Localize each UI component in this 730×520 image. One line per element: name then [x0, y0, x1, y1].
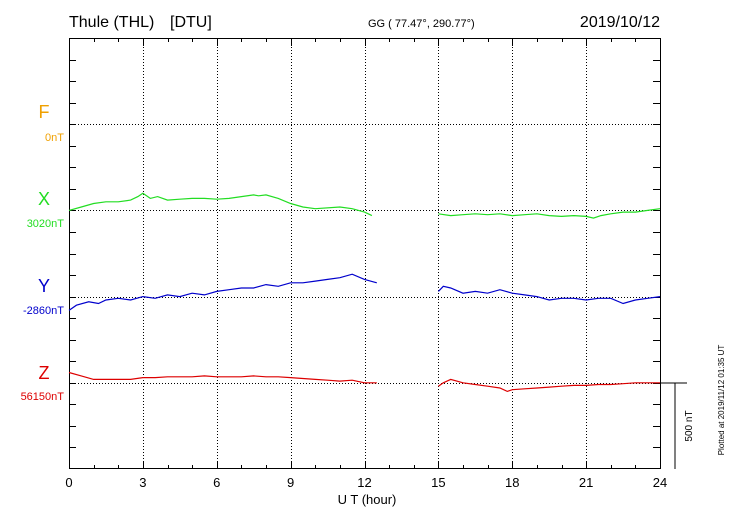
station-title: Thule (THL) [69, 14, 154, 31]
series-line-z [68, 371, 377, 384]
series-name-z: Z [39, 363, 50, 383]
series-line-z [438, 378, 660, 393]
coords-label: GG ( 77.47°, 290.77°) [368, 18, 475, 30]
series-name-x: X [38, 189, 50, 209]
scale-bar-label: 500 nT [684, 410, 695, 441]
series-line-x [68, 192, 373, 217]
x-tick-label: 9 [287, 475, 294, 490]
x-tick-label: 18 [505, 475, 519, 490]
x-tick-label: 24 [653, 475, 667, 490]
series-name-f: F [39, 102, 50, 122]
plotted-note: Plotted at 2019/11/12 01:35 UT [717, 345, 726, 456]
series-baseline-y: -2860nT [23, 305, 64, 317]
series-line-y [437, 285, 661, 305]
x-tick-label: 15 [431, 475, 445, 490]
institute-label: [DTU] [170, 14, 212, 31]
series-labels: F 0nT X 3020nT Y -2860nT Z 56150nT [21, 102, 65, 403]
series-baseline-f: 0nT [45, 132, 64, 144]
scale-bar [660, 382, 687, 469]
x-tick-label: 0 [65, 475, 72, 490]
series-layer [68, 192, 661, 393]
series-baseline-z: 56150nT [21, 391, 65, 403]
x-tick-label: 21 [579, 475, 593, 490]
series-line-x [438, 208, 661, 219]
x-axis-label: U T (hour) [338, 492, 397, 507]
x-tick-labels: 0 3 6 9 12 15 18 21 24 [65, 475, 667, 490]
x-tick-label: 6 [213, 475, 220, 490]
series-baseline-x: 3020nT [27, 218, 65, 230]
date-label: 2019/10/12 [580, 14, 660, 31]
series-line-y [68, 273, 377, 311]
series-name-y: Y [38, 276, 50, 296]
x-tick-label: 12 [357, 475, 371, 490]
x-tick-label: 3 [139, 475, 146, 490]
axis-ticks [69, 38, 661, 469]
grid [69, 38, 660, 469]
